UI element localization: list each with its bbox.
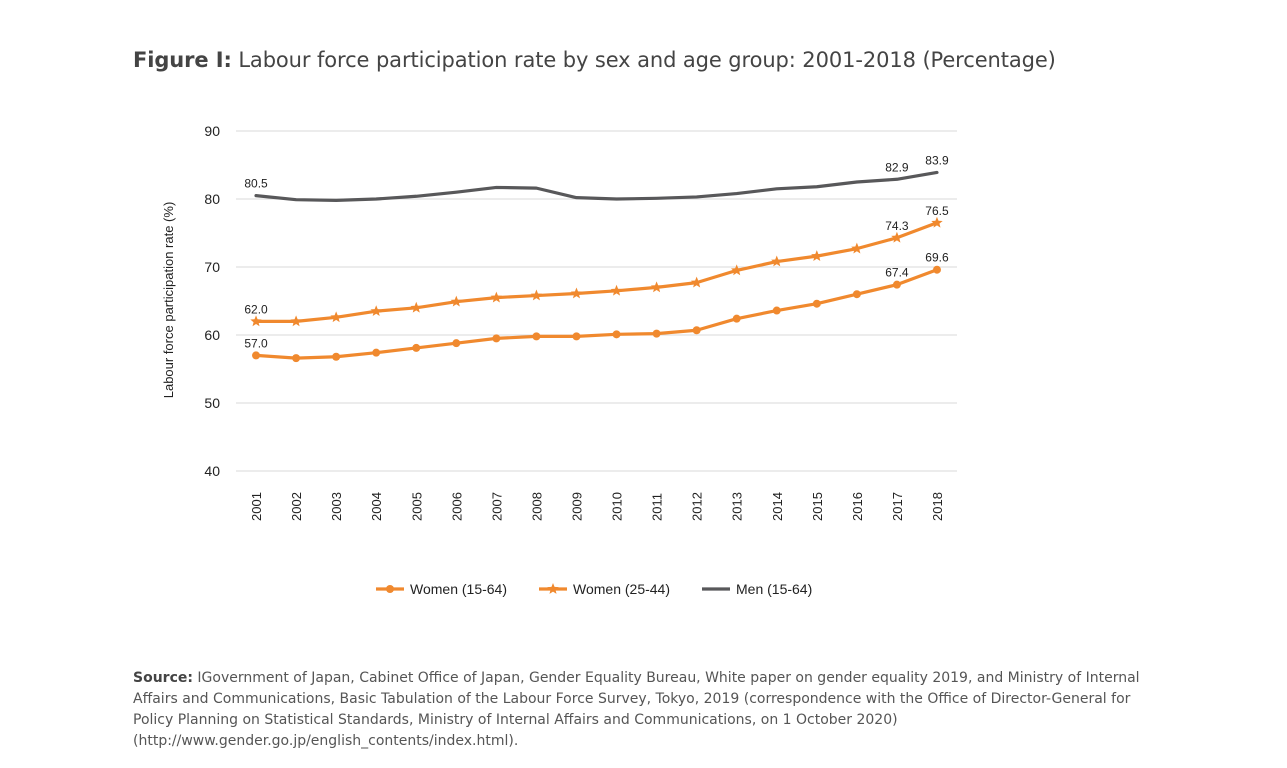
figure-label: Figure I: bbox=[133, 48, 232, 72]
data-point bbox=[852, 290, 861, 299]
data-point bbox=[932, 265, 941, 274]
y-tick-label: 90 bbox=[204, 123, 220, 139]
data-point bbox=[891, 231, 903, 243]
data-point bbox=[732, 314, 741, 323]
x-tick-label: 2007 bbox=[489, 492, 504, 521]
legend-item: Women (15-64) bbox=[376, 581, 507, 597]
y-tick-label: 60 bbox=[204, 327, 220, 343]
data-label: 83.9 bbox=[925, 153, 949, 167]
data-point bbox=[811, 250, 823, 261]
data-point bbox=[332, 352, 341, 361]
legend-item: Women (25-44) bbox=[539, 581, 670, 597]
figure-title: Figure I: Labour force participation rat… bbox=[133, 48, 1056, 72]
data-point bbox=[650, 281, 663, 293]
series-lines bbox=[250, 170, 943, 363]
x-tick-label: 2014 bbox=[770, 492, 785, 521]
legend-label: Men (15-64) bbox=[736, 581, 812, 597]
legend-label: Women (15-64) bbox=[410, 581, 507, 597]
series-women-25-44 bbox=[250, 216, 943, 327]
data-point bbox=[652, 329, 661, 338]
series-line bbox=[254, 221, 939, 323]
data-point bbox=[570, 287, 583, 299]
data-point bbox=[692, 326, 701, 335]
data-point bbox=[450, 295, 463, 307]
data-point bbox=[730, 264, 743, 276]
legend: Women (15-64) Women (25-44) Men (15-64) bbox=[376, 581, 812, 597]
data-point bbox=[292, 354, 301, 363]
x-tick-label: 2005 bbox=[409, 492, 424, 521]
x-tick-label: 2017 bbox=[890, 492, 905, 521]
x-tick-label: 2006 bbox=[449, 492, 464, 521]
data-point bbox=[771, 255, 783, 267]
data-point bbox=[530, 289, 543, 301]
data-label: 82.9 bbox=[885, 160, 909, 174]
source-label: Source: bbox=[133, 670, 193, 686]
x-tick-label: 2003 bbox=[329, 492, 344, 521]
data-point bbox=[330, 311, 342, 323]
series-line bbox=[254, 268, 939, 360]
data-point bbox=[612, 330, 621, 339]
series-men-15-64 bbox=[254, 170, 939, 202]
data-point bbox=[490, 291, 503, 303]
x-tick-label: 2002 bbox=[289, 492, 304, 521]
y-axis-label: Labour force participation rate (%) bbox=[161, 202, 176, 399]
data-point bbox=[892, 280, 901, 289]
legend-marker bbox=[386, 585, 394, 593]
data-label: 76.5 bbox=[925, 204, 949, 218]
x-tick-label: 2016 bbox=[850, 492, 865, 521]
data-point bbox=[370, 305, 382, 317]
legend-label: Women (25-44) bbox=[573, 581, 670, 597]
data-point bbox=[772, 306, 781, 315]
data-point bbox=[410, 301, 422, 313]
data-point bbox=[931, 216, 943, 228]
x-tick-label: 2001 bbox=[249, 492, 264, 521]
data-point bbox=[690, 276, 703, 288]
data-point bbox=[412, 343, 421, 352]
legend-item: Men (15-64) bbox=[702, 581, 812, 597]
data-label: 69.6 bbox=[925, 251, 949, 265]
x-tick-label: 2009 bbox=[569, 492, 584, 521]
series-line bbox=[254, 170, 939, 202]
x-tick-label: 2011 bbox=[650, 493, 665, 521]
legend-marker bbox=[547, 583, 559, 594]
data-labels: 57.0 67.4 69.6 62.0 74.3 76.5 80.5 82.9 83.9 bbox=[244, 153, 949, 350]
x-tick-label: 2008 bbox=[529, 492, 544, 521]
x-axis-ticks: 2001 2002 2003 2004 2005 2006 2007 2008 2009 2010… bbox=[249, 492, 945, 521]
source-note: Source: IGovernment of Japan, Cabinet Of… bbox=[133, 668, 1173, 752]
data-point bbox=[610, 284, 623, 296]
y-tick-label: 80 bbox=[204, 191, 220, 207]
y-axis-ticks: 40 50 60 70 80 90 bbox=[204, 123, 220, 479]
data-point bbox=[452, 339, 461, 348]
y-tick-label: 70 bbox=[204, 259, 220, 275]
x-tick-label: 2018 bbox=[930, 492, 945, 521]
data-point bbox=[372, 348, 381, 357]
data-label: 62.0 bbox=[244, 302, 268, 316]
data-point bbox=[492, 334, 501, 343]
data-point bbox=[532, 332, 541, 341]
x-tick-label: 2010 bbox=[610, 492, 625, 521]
data-point bbox=[290, 315, 302, 327]
data-label: 67.4 bbox=[885, 266, 909, 280]
series-women-15-64 bbox=[252, 265, 941, 363]
data-point bbox=[572, 332, 581, 341]
data-label: 80.5 bbox=[244, 177, 268, 191]
data-point bbox=[252, 351, 261, 360]
data-label: 74.3 bbox=[885, 219, 909, 233]
figure-title-text: Labour force participation rate by sex a… bbox=[238, 48, 1056, 72]
y-tick-label: 50 bbox=[204, 395, 220, 411]
x-tick-label: 2012 bbox=[690, 492, 705, 521]
x-tick-label: 2015 bbox=[810, 492, 825, 521]
y-tick-label: 40 bbox=[204, 463, 220, 479]
data-label: 57.0 bbox=[244, 336, 268, 350]
x-tick-label: 2004 bbox=[369, 492, 384, 521]
data-point bbox=[812, 299, 821, 308]
data-point bbox=[851, 242, 863, 254]
x-tick-label: 2013 bbox=[730, 492, 745, 521]
data-point bbox=[250, 315, 262, 327]
source-text: IGovernment of Japan, Cabinet Office of … bbox=[133, 670, 1140, 749]
